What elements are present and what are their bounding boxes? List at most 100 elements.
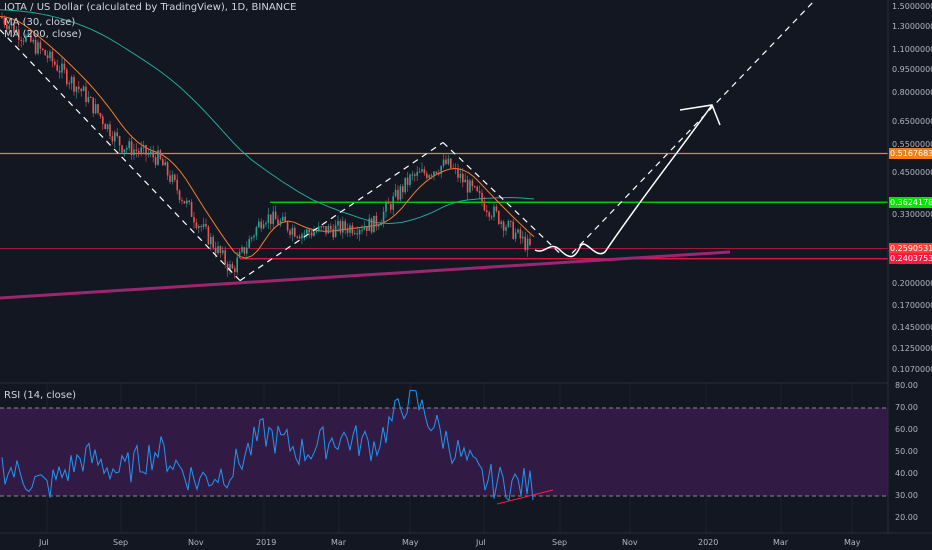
rsi-legend[interactable]: RSI (14, close) [4,390,77,401]
candle-body [128,141,130,148]
candle-body [481,192,483,202]
candle-body [433,171,435,176]
ma200-legend[interactable]: MA (200, close) [4,29,82,40]
candle-body [58,70,61,73]
candle-body [390,203,392,210]
candle-body [159,150,162,160]
candle-body [303,233,306,235]
time-tick-label: Nov [188,538,204,547]
symbol-legend[interactable]: IOTA / US Dollar (calculated by TradingV… [4,2,297,13]
candle-body [495,206,498,211]
candle-body [162,159,164,166]
candle-body [447,158,450,165]
candle-body [202,224,205,227]
candle-body [411,174,414,176]
candle-body [325,226,327,234]
candle-body [37,42,39,54]
candle-body [193,216,195,223]
candle-body [471,180,474,187]
horizontal-levels [0,152,888,260]
candle-body [25,35,27,42]
candle-body [34,39,37,54]
candle-body [85,86,87,103]
price-level-tag: 0.24037539 [889,253,932,265]
price-level-tag: 0.25905314 [889,242,932,254]
candle-body [138,151,140,153]
candle-body [109,124,111,137]
candle-body [529,238,531,246]
candle-body [248,239,250,248]
candle-body [152,151,154,158]
candle-body [61,63,63,73]
candle-body [236,257,238,273]
candle-body [339,220,342,233]
candle-body [406,177,409,185]
channel-line [0,29,241,282]
candle-body [15,29,18,33]
candle-body [250,237,253,240]
candle-body [469,180,471,193]
candle-body [135,149,138,152]
candle-body [224,250,226,264]
rsi-line [1,389,534,502]
candle-body [174,174,176,180]
candle-body [27,32,30,36]
candle-body [322,226,325,228]
candle-body [423,169,426,174]
candle-body [330,225,332,230]
time-tick-label: Sep [113,538,129,547]
candle-body [133,149,135,156]
candle-body [315,231,318,233]
candle-body [147,153,150,155]
candle-body [430,175,433,177]
rsi-tick-label: 30.00 [895,491,918,500]
candle-body [176,179,178,191]
candle-body [354,233,356,235]
candle-body [394,189,397,197]
candle-body [344,221,346,229]
price-tick-label: 0.80000000 [892,88,932,98]
candle-body [39,42,42,49]
candle-body [3,18,6,25]
candle-body [56,64,58,71]
candle-body [121,145,123,153]
candle-body [378,225,380,227]
candle-body [462,173,464,183]
candle-body [416,171,418,176]
candle-body [349,225,351,233]
candle-body [130,141,133,156]
candle-body [272,211,274,224]
ma30-legend[interactable]: MA (30, close) [4,17,76,28]
candle-body [500,221,502,224]
candle-body [195,222,198,228]
main-pane[interactable] [0,0,888,383]
candle-body [241,247,243,252]
candle-body [126,147,128,150]
candle-body [414,174,416,176]
candle-body [517,229,519,233]
candle-body [78,86,80,89]
candle-body [30,32,32,42]
rsi-pane[interactable] [0,389,888,505]
candle-body [234,268,236,273]
candle-body [526,238,529,251]
candle-body [270,214,272,224]
time-tick-label: Jul [39,538,49,547]
candle-body [320,226,322,228]
candle-body [507,220,510,227]
candle-body [51,51,54,62]
candle-body [286,222,289,231]
candle-body [181,199,183,201]
arrow-head [679,104,721,126]
price-tick-label: 0.12500000 [892,343,932,353]
candle-body [313,232,315,236]
candle-body [265,223,267,225]
ma30-line [0,15,535,259]
time-tick-label: 2019 [256,538,277,547]
channel-line [442,142,561,254]
candle-body [404,177,406,193]
candle-body [157,150,159,165]
candle-body [457,168,459,178]
ma200-line [0,9,535,224]
